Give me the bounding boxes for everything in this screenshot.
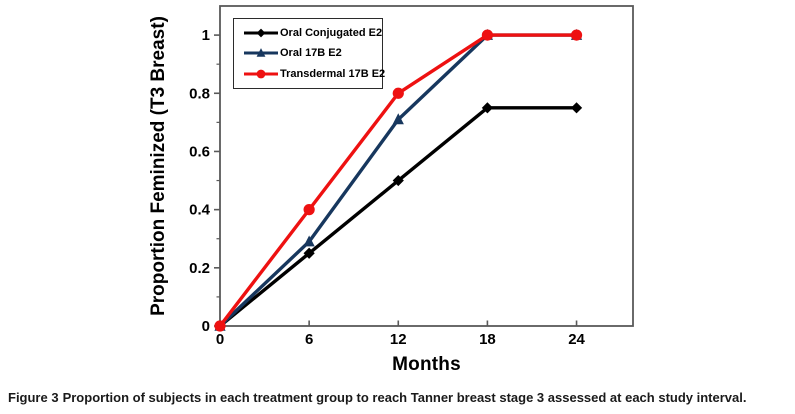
x-tick-label: 6 xyxy=(305,331,313,348)
legend-label: Transdermal 17B E2 xyxy=(280,67,386,80)
x-tick-label: 12 xyxy=(390,331,407,348)
y-axis-title: Proportion Feminized (T3 Breast) xyxy=(148,16,169,316)
x-axis-title: Months xyxy=(392,354,461,375)
data-point-circle xyxy=(303,204,315,216)
y-tick-label: 0.8 xyxy=(189,85,210,102)
figure-caption-text: Proportion of subjects in each treatment… xyxy=(62,390,747,405)
figure-caption: Figure 3 Proportion of subjects in each t… xyxy=(8,390,788,405)
x-tick-label: 24 xyxy=(568,331,585,348)
data-point-diamond xyxy=(570,102,583,114)
data-point-diamond xyxy=(256,28,266,38)
legend-item-oral-17b-e2: Oral 17B E2 xyxy=(243,46,378,60)
legend-swatch-triangle xyxy=(244,48,278,58)
legend-swatch-diamond xyxy=(244,28,278,38)
legend-label: Oral 17B E2 xyxy=(280,47,342,60)
y-tick-label: 0.2 xyxy=(189,260,210,277)
figure-caption-label: Figure 3 xyxy=(8,390,59,405)
data-point-circle xyxy=(214,320,226,332)
legend-item-transdermal-17b-e2: Transdermal 17B E2 xyxy=(243,67,385,81)
legend-swatch-circle xyxy=(244,69,278,79)
chart-area: 0 0.2 0.4 0.6 0.8 1 0 6 12 18 24 Proportion Femini… xyxy=(148,5,634,348)
data-point-triangle xyxy=(392,113,404,125)
legend-label: Oral Conjugated E2 xyxy=(280,27,383,40)
x-tick-label: 18 xyxy=(479,331,496,348)
y-tick-label: 0.4 xyxy=(189,202,211,219)
y-tick-label: 1 xyxy=(202,27,210,44)
data-point-diamond xyxy=(303,247,315,259)
y-tick-label: 0 xyxy=(202,318,210,335)
data-point-circle xyxy=(392,87,404,99)
data-point-triangle xyxy=(303,235,315,247)
y-tick-label: 0.6 xyxy=(189,143,210,160)
line-chart: 0 0.2 0.4 0.6 0.8 1 0 6 12 18 24 xyxy=(189,5,634,348)
data-point-circle xyxy=(256,69,266,79)
data-point-circle xyxy=(570,29,583,41)
x-tick-label: 0 xyxy=(216,331,224,348)
chart-legend: Oral Conjugated E2 Oral 17B E2 Transderm… xyxy=(233,18,385,89)
data-point-diamond xyxy=(481,102,494,114)
data-point-circle xyxy=(481,29,494,41)
data-point-diamond xyxy=(392,174,404,187)
data-point-triangle xyxy=(256,48,266,58)
legend-item-oral-conjugated-e2: Oral Conjugated E2 xyxy=(243,26,382,40)
